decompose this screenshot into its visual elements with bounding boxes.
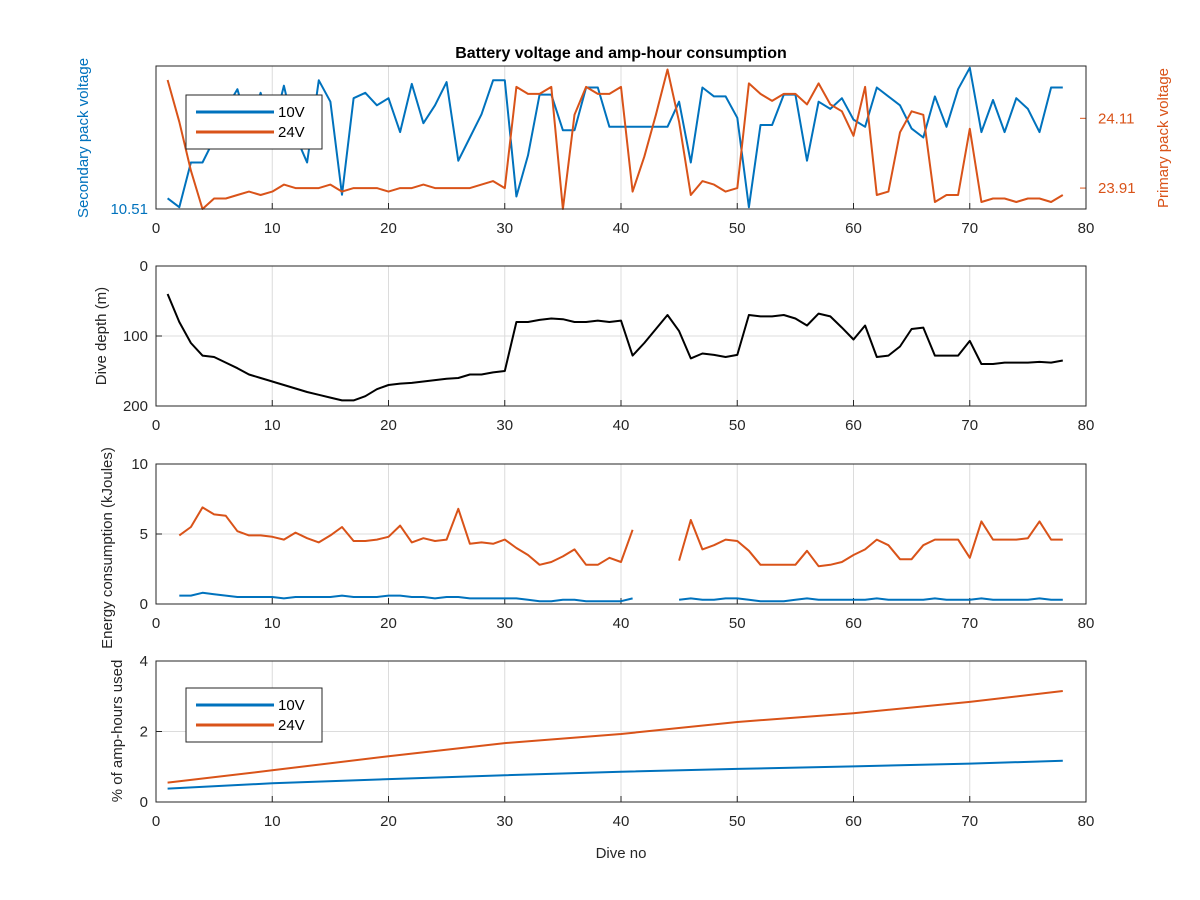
panel-2-xtick-label: 40 [613, 615, 630, 632]
panel-1-frame [155, 265, 1087, 407]
panel-0-xtick-label: 30 [496, 220, 513, 237]
panel-1-xtick-label: 80 [1078, 417, 1095, 434]
panel-2-frame [155, 463, 1087, 605]
legend-box [185, 687, 323, 743]
panel-1-xtick-label: 40 [613, 417, 630, 434]
panel-3-xtick-label: 80 [1078, 813, 1095, 830]
panel-2-xtick-label: 80 [1078, 615, 1095, 632]
amp-hours-panel: 0 10 20 30 40 50 60 70 80 0 2 4 10V 24V [140, 653, 1095, 830]
panel-0-ytick-label-right: 23.91 [1098, 180, 1136, 197]
series-line-depth [166, 293, 1063, 402]
legend-box [185, 94, 323, 150]
energy-panel: 0 10 20 30 40 50 60 70 80 0 5 10 [131, 456, 1094, 632]
panel-2-ytick-label: 5 [140, 526, 148, 543]
panel-0-ytick-label: 10.51 [110, 201, 148, 218]
amp-hours-ylabel: % of amp-hours used [109, 660, 126, 803]
voltage-ylabel-left: Secondary pack voltage [75, 58, 92, 218]
panel-2-xtick-label: 0 [152, 615, 160, 632]
panel-1-xtick-label: 20 [380, 417, 397, 434]
panel-0-xtick-label: 10 [264, 220, 281, 237]
series-line-10v [166, 66, 1063, 209]
panel-3-ytick-label: 2 [140, 724, 148, 741]
x-axis-label: Dive no [596, 845, 647, 862]
voltage-ylabel-right: Primary pack voltage [1155, 68, 1172, 208]
panel-3-ytick-label: 4 [140, 653, 148, 670]
panel-3-xtick-label: 0 [152, 813, 160, 830]
voltage-panel: 0 10 20 30 40 50 60 70 80 10.51 24.11 23.91 10V 24V [110, 65, 1136, 237]
panel-3-xtick-label: 20 [380, 813, 397, 830]
panel-3-xtick-label: 30 [496, 813, 513, 830]
series-line-24v [166, 68, 1064, 210]
panel-1-xtick-label: 10 [264, 417, 281, 434]
depth-panel: 0 10 20 30 40 50 60 70 80 0 100 200 [123, 258, 1094, 434]
panel-2-xtick-label: 60 [845, 615, 862, 632]
panel-3-ytick-label: 0 [140, 794, 148, 811]
panel-3-frame [155, 660, 1087, 803]
panel-2-xtick-label: 30 [496, 615, 513, 632]
panel-1-xtick-label: 0 [152, 417, 160, 434]
depth-ylabel: Dive depth (m) [93, 287, 110, 385]
panel-2-ytick-label: 10 [131, 456, 148, 473]
panel-0-xtick-label: 70 [961, 220, 978, 237]
legend-label-10v: 10V [278, 104, 305, 121]
energy-ylabel: Energy consumption (kJoules) [99, 447, 116, 649]
panel-3-xtick-label: 70 [961, 813, 978, 830]
series-line-10v [167, 759, 1063, 790]
panel-2-xtick-label: 70 [961, 615, 978, 632]
series-line-10v [179, 591, 1063, 603]
series-line-24v [178, 506, 1063, 568]
legend-label-24v: 24V [278, 124, 305, 141]
series-line-24v [167, 690, 1063, 784]
panel-2-xtick-label: 50 [729, 615, 746, 632]
legend-label-10v: 10V [278, 697, 305, 714]
panel-1-xtick-label: 70 [961, 417, 978, 434]
panel-2-xtick-label: 10 [264, 615, 281, 632]
panel-1-ytick-label: 100 [123, 328, 148, 345]
panel-1-ytick-label: 200 [123, 398, 148, 415]
panel-0-xtick-label: 80 [1078, 220, 1095, 237]
panel-1-xtick-label: 60 [845, 417, 862, 434]
panel-0-xtick-label: 50 [729, 220, 746, 237]
panel-0-frame [155, 65, 1087, 210]
legend-label-24v: 24V [278, 717, 305, 734]
panel-1-ytick-label: 0 [140, 258, 148, 275]
panel-0-xtick-label: 60 [845, 220, 862, 237]
panel-1-xtick-label: 50 [729, 417, 746, 434]
panel-3-xtick-label: 50 [729, 813, 746, 830]
panel-0-xtick-label: 0 [152, 220, 160, 237]
panel-2-xtick-label: 20 [380, 615, 397, 632]
panel-3-xtick-label: 60 [845, 813, 862, 830]
panel-0-xtick-label: 20 [380, 220, 397, 237]
figure-title: Battery voltage and amp-hour consumption [455, 45, 787, 62]
panel-1-xtick-label: 30 [496, 417, 513, 434]
panel-3-xtick-label: 40 [613, 813, 630, 830]
panel-2-ytick-label: 0 [140, 596, 148, 613]
panel-3-xtick-label: 10 [264, 813, 281, 830]
panel-0-ytick-label-right: 24.11 [1098, 110, 1134, 127]
panel-0-xtick-label: 40 [613, 220, 630, 237]
